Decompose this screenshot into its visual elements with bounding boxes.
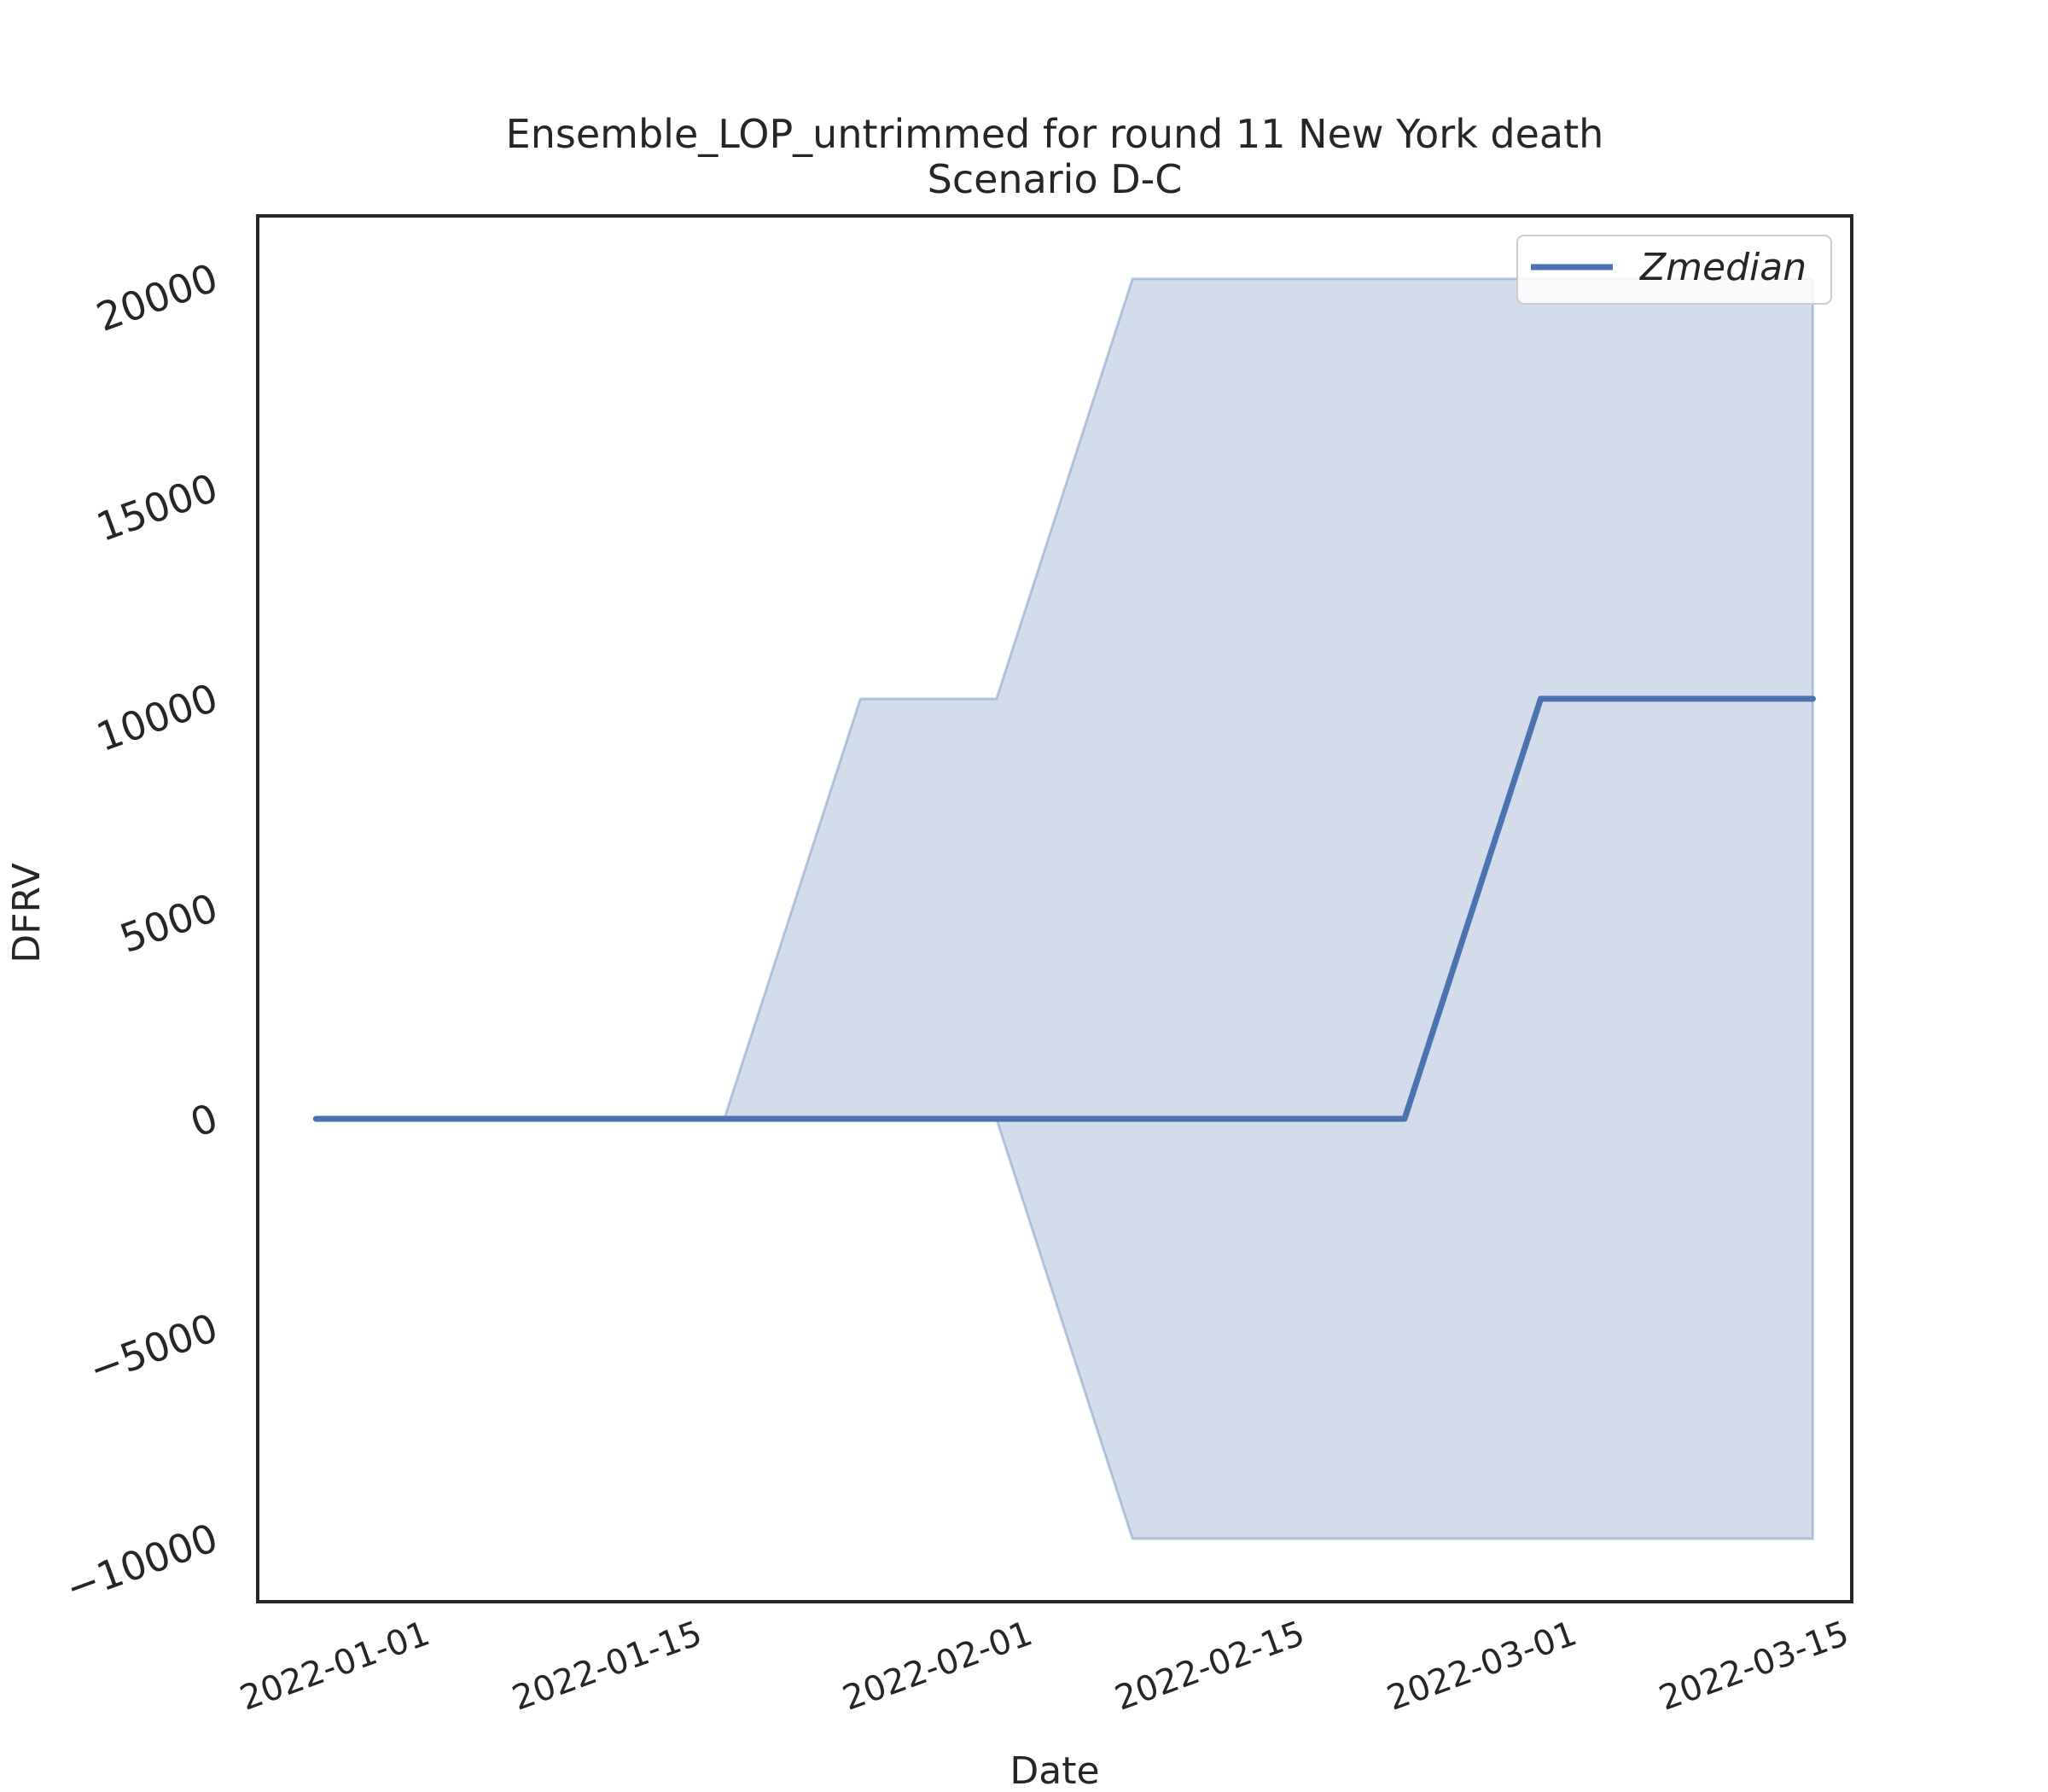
y-tick-label: −10000: [60, 1515, 224, 1612]
x-tick-label: 2022-02-15: [1110, 1614, 1310, 1719]
y-tick-label: 10000: [90, 674, 224, 760]
x-axis-label: Date: [1009, 1749, 1099, 1792]
legend: Zmedian: [1516, 235, 1832, 305]
series-line-zmedian: [312, 695, 1816, 1122]
x-axis-ticks: 2022-01-01 2022-01-15 2022-02-01 2022-02-15…: [235, 1614, 1853, 1719]
y-tick-label: −5000: [83, 1304, 224, 1393]
y-tick-label: 0: [184, 1094, 224, 1146]
y-axis-label: DFRV: [5, 863, 49, 963]
chart-subtitle: Scenario D-C: [928, 156, 1183, 202]
x-tick-label: 2022-03-01: [1382, 1614, 1582, 1719]
chart-title: Ensemble_LOP_untrimmed for round 11 New …: [506, 111, 1604, 157]
y-axis-ticks: 20000 15000 10000 5000 0 −5000 −10000: [60, 254, 224, 1611]
x-tick-label: 2022-01-15: [507, 1614, 707, 1719]
plot-area: [312, 277, 1816, 1540]
x-tick-label: 2022-02-01: [838, 1614, 1038, 1719]
y-tick-label: 20000: [90, 254, 224, 340]
y-tick-label: 5000: [114, 884, 224, 962]
plot-frame: [256, 214, 1853, 1603]
legend-label: Zmedian: [1639, 246, 1807, 289]
legend-box: [1516, 235, 1832, 305]
x-tick-label: 2022-03-15: [1654, 1614, 1853, 1719]
y-tick-label: 15000: [90, 464, 224, 550]
x-tick-label: 2022-01-01: [235, 1614, 434, 1719]
confidence-band: [316, 277, 1814, 1540]
